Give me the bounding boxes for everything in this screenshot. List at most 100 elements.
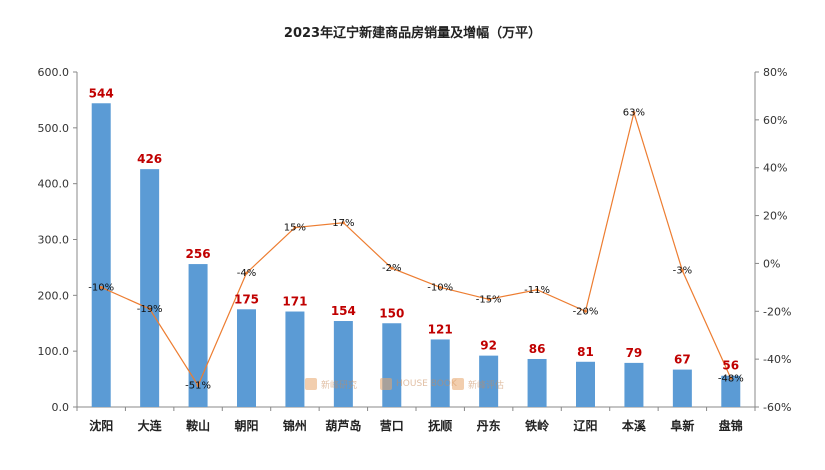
y-right-tick-label: -20% [763,305,791,318]
bar-value-label: 121 [428,322,453,336]
growth-point [390,266,394,270]
watermark-logo-3-text: 新峰评估 [468,380,505,391]
axes: 0.0 100.0 200.0 300.0 400.0 500.0 600.0 -60% -40… [38,66,792,433]
bars-group [91,103,741,408]
watermark-logo-1-text: 新峰研究 [321,380,358,391]
y-left-tick-label: 100.0 [38,345,70,358]
bar-value-label: 56 [722,359,739,373]
watermark-icon [305,378,317,390]
bar-value-label: 544 [89,86,114,100]
x-tick-label: 营口 [380,418,404,433]
data-labels-group: 544 426 256 175 171 154 150 121 92 86 81 79 67 56 -10%… [88,86,743,391]
growth-value-label: -20% [573,306,599,317]
y-right-tick-label: 20% [763,210,787,223]
growth-point [196,383,200,387]
bar [624,362,644,407]
growth-point [341,221,345,225]
x-tick-label: 辽阳 [573,418,597,433]
growth-value-label: 17% [332,218,354,229]
bar-value-label: 171 [282,295,307,309]
x-tick-label: 本溪 [622,418,647,433]
watermark-icon [452,378,464,390]
growth-value-label: -4% [237,268,256,279]
growth-value-label: -15% [476,294,502,305]
bar-value-label: 79 [626,346,643,360]
y-left-tick-label: 500.0 [38,122,70,135]
growth-value-label: -48% [718,373,744,384]
y-right-tick-label: 40% [763,162,787,175]
bar-value-label: 426 [137,152,162,166]
growth-line [100,110,732,387]
bar [672,369,692,407]
growth-point [293,226,297,230]
bar-value-label: 86 [529,342,546,356]
growth-point [680,269,684,273]
watermark-logo-2: HOUSE BOOK [380,372,457,396]
y-left-tick-label: 400.0 [38,178,70,191]
watermark-logo-2-text: HOUSE BOOK [396,379,457,389]
x-tick-label: 沈阳 [89,418,113,433]
x-tick-label: 锦州 [283,418,307,433]
x-tick-label: 铁岭 [525,418,549,433]
y-right-tick-label: -40% [763,353,791,366]
x-tick-label: 朝阳 [234,418,258,433]
growth-point [729,376,733,380]
bar-value-label: 175 [234,292,259,306]
bar [721,375,741,407]
bar [527,358,547,407]
growth-point [632,111,636,115]
growth-value-label: -10% [88,282,114,293]
watermark-icon [380,378,392,390]
bar [333,321,353,407]
growth-point [535,288,539,292]
x-tick-label: 抚顺 [428,418,452,433]
growth-value-label: -10% [427,282,453,293]
growth-value-label: -51% [185,380,211,391]
growth-value-label: -19% [137,304,163,315]
bar [430,339,450,407]
y-right-tick-label: -60% [763,401,791,414]
y-left-tick-label: 200.0 [38,289,70,302]
bar [188,264,208,407]
growth-value-label: -11% [524,285,550,296]
x-tick-label: 鞍山 [186,418,210,433]
y-right-tick-label: 80% [763,66,787,79]
x-tick-label: 丹东 [477,418,501,433]
bar-value-label: 92 [480,339,497,353]
x-tick-label: 大连 [138,418,163,433]
growth-value-label: -3% [673,266,692,277]
growth-point [584,309,587,313]
bar-value-label: 256 [186,247,211,261]
watermark-logo-3: 新峰评估 [452,372,504,396]
bar [479,355,499,407]
bar-value-label: 150 [379,306,404,320]
bar [140,169,160,407]
x-tick-label: 葫芦岛 [325,418,361,433]
growth-value-label: 63% [623,108,645,119]
bar-value-label: 81 [577,345,594,359]
y-right-tick-label: 0% [763,257,780,270]
x-tick-label: 阜新 [670,418,694,433]
bar [91,103,111,408]
y-left-tick-label: 0.0 [52,401,70,414]
y-left-tick-label: 600.0 [38,66,70,79]
x-tick-label: 盘锦 [719,418,743,433]
bar [285,311,305,407]
bar [576,361,595,407]
bar-value-label: 67 [674,353,691,367]
growth-value-label: 15% [284,223,306,234]
growth-point [245,271,248,275]
bar-value-label: 154 [331,304,356,318]
y-right-tick-label: 60% [763,114,787,127]
y-left-tick-label: 300.0 [38,234,70,247]
growth-value-label: -2% [382,263,401,274]
growth-point [99,285,103,289]
growth-point [487,297,491,301]
growth-line-group [99,110,733,387]
watermark-logo-1: 新峰研究 [305,372,357,396]
growth-point [148,307,152,311]
growth-point [438,285,442,289]
bar [237,309,256,407]
chart-title: 2023年辽宁新建商品房销量及增幅（万平） [283,26,542,41]
